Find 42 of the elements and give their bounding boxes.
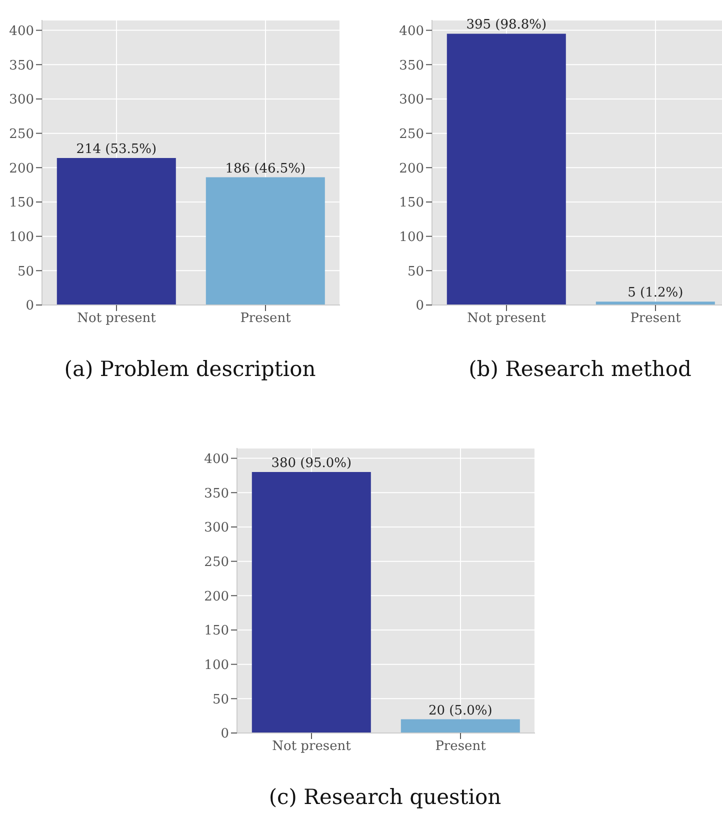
y-tick-label: 150 — [204, 624, 229, 639]
y-tick-label: 200 — [399, 161, 424, 176]
x-tick-label: Present — [435, 739, 487, 754]
y-tick-label: 100 — [399, 230, 424, 245]
y-tick-label: 150 — [9, 196, 34, 211]
y-tick-label: 150 — [399, 196, 424, 211]
x-tick-label: Present — [240, 311, 292, 326]
x-tick-label: Present — [630, 311, 682, 326]
y-tick-label: 400 — [204, 452, 229, 467]
x-tick-label: Not present — [77, 311, 157, 326]
y-tick-label: 200 — [9, 161, 34, 176]
y-tick-label: 50 — [407, 264, 424, 280]
y-tick-label: 400 — [399, 24, 424, 39]
data-label: 380 (95.0%) — [271, 456, 352, 472]
y-tick-label: 50 — [212, 692, 229, 708]
data-label: 5 (1.2%) — [628, 286, 684, 301]
y-tick-label: 300 — [9, 92, 34, 108]
data-label: 395 (98.8%) — [466, 18, 547, 33]
y-tick-label: 0 — [416, 298, 424, 314]
data-label: 186 (46.5%) — [225, 161, 306, 176]
x-tick-label: Not present — [467, 311, 547, 326]
text: (c) Research question — [268, 785, 502, 809]
y-tick-label: 250 — [399, 126, 424, 142]
y-tick-label: 100 — [204, 658, 229, 673]
y-tick-label: 350 — [9, 58, 34, 74]
y-tick-label: 250 — [204, 554, 229, 570]
y-tick-label: 350 — [204, 486, 229, 502]
data-label: 214 (53.5%) — [76, 142, 157, 158]
y-tick-label: 300 — [204, 520, 229, 536]
y-tick-label: 0 — [220, 726, 229, 742]
y-tick-label: 350 — [399, 58, 424, 74]
text: (b) Research method — [468, 357, 692, 381]
x-tick-label: Not present — [272, 739, 352, 754]
y-tick-label: 400 — [9, 24, 34, 39]
y-tick-label: 0 — [26, 298, 34, 314]
y-tick-label: 200 — [204, 589, 229, 604]
data-label: 20 (5.0%) — [428, 703, 492, 718]
y-tick-label: 100 — [9, 230, 34, 245]
y-tick-label: 300 — [399, 92, 424, 108]
y-tick-label: 50 — [17, 264, 34, 280]
text: (a) Problem description — [63, 357, 317, 381]
y-tick-label: 250 — [9, 126, 34, 142]
